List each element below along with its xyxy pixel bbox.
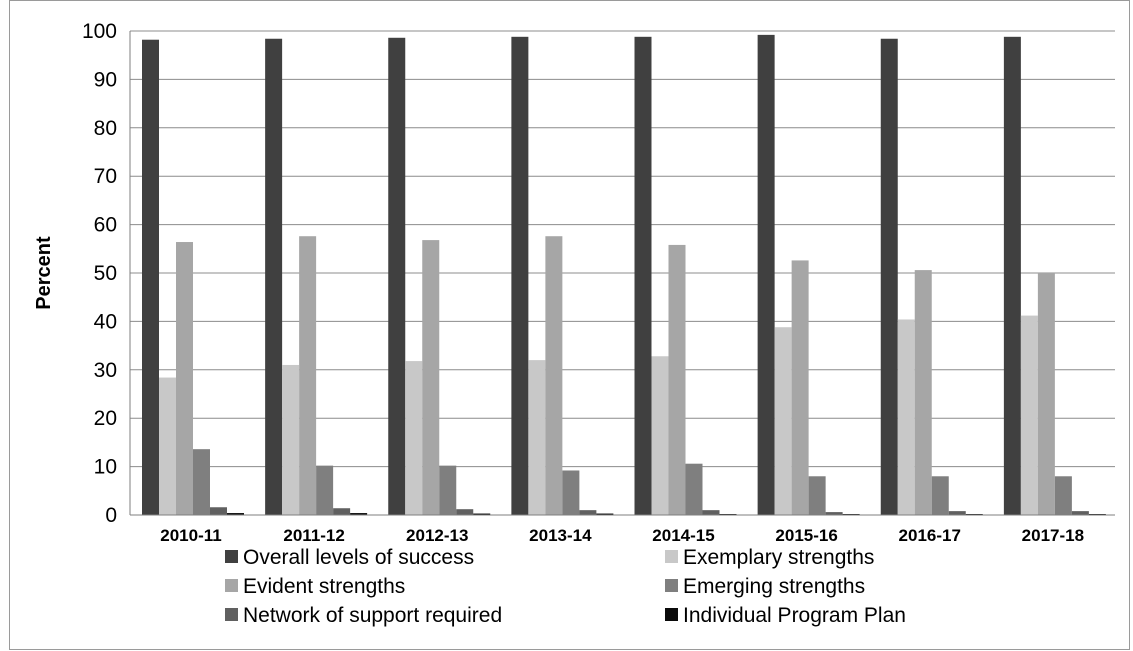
legend: Overall levels of success Exemplary stren…	[225, 546, 906, 627]
bar	[825, 512, 843, 515]
y-tick-label: 100	[82, 20, 117, 43]
bar	[808, 476, 826, 515]
legend-label: Emerging strengths	[683, 575, 865, 598]
legend-swatch	[665, 608, 678, 621]
bar	[579, 510, 597, 515]
bar	[914, 270, 932, 515]
bar	[265, 38, 283, 516]
bar	[439, 465, 457, 515]
axes	[129, 31, 1115, 516]
x-category-label: 2016-17	[899, 526, 961, 545]
bar	[316, 465, 334, 515]
bar	[880, 38, 898, 516]
bar	[159, 377, 176, 515]
bar	[791, 260, 809, 515]
y-tick-label: 10	[94, 456, 117, 479]
bar	[948, 511, 966, 515]
bar	[350, 513, 368, 515]
y-tick-label: 20	[94, 407, 117, 430]
bar	[897, 319, 915, 515]
legend-label: Individual Program Plan	[683, 604, 906, 627]
legend-swatch	[225, 579, 238, 592]
x-category-label: 2010-11	[160, 526, 221, 545]
y-tick-labels: 0 10 20 30 40 50 60 70 80 90 100	[82, 20, 117, 527]
bar	[1054, 476, 1072, 515]
y-tick-label: 70	[94, 165, 117, 188]
bar	[685, 463, 703, 515]
bar	[545, 236, 563, 515]
y-axis-title: Percent	[33, 236, 55, 310]
x-category-label: 2017-18	[1022, 526, 1084, 545]
bar	[651, 356, 669, 515]
bar	[596, 513, 614, 515]
bar	[757, 34, 775, 515]
bar	[1020, 315, 1038, 515]
chart-frame	[9, 0, 1130, 650]
bar	[634, 36, 652, 516]
bar	[511, 36, 529, 516]
y-tick-label: 60	[94, 214, 117, 237]
bar	[333, 508, 351, 515]
legend-swatch	[225, 608, 238, 621]
bar	[1071, 511, 1089, 515]
y-tick-label: 0	[105, 504, 117, 527]
bar	[931, 476, 949, 515]
legend-swatch	[225, 550, 238, 563]
legend-label: Network of support required	[243, 604, 502, 627]
bar	[176, 242, 193, 516]
bar	[210, 507, 227, 515]
bar	[456, 509, 474, 515]
x-category-label: 2015-16	[775, 526, 837, 545]
bar	[774, 327, 792, 515]
bar	[528, 360, 546, 515]
bar	[405, 361, 423, 515]
legend-label: Exemplary strengths	[683, 546, 874, 569]
y-tick-label: 30	[94, 359, 117, 382]
bar	[1037, 273, 1055, 515]
y-tick-label: 80	[94, 117, 117, 140]
legend-swatch	[665, 579, 678, 592]
x-category-label: 2011-12	[283, 526, 344, 545]
bar	[1003, 36, 1021, 516]
x-category-label: 2014-15	[652, 526, 714, 545]
x-category-label: 2013-14	[529, 526, 592, 545]
bar	[299, 236, 317, 515]
y-tick-label: 90	[94, 68, 117, 91]
bar	[702, 510, 720, 515]
y-tick-label: 40	[94, 310, 117, 333]
bar	[282, 364, 300, 515]
bar	[193, 449, 210, 515]
legend-label: Overall levels of success	[243, 546, 474, 569]
x-category-labels: 2010-11 2011-12 2012-13 2013-14 2014-15 2015-…	[160, 526, 1084, 545]
bar	[422, 240, 440, 515]
bar	[473, 513, 491, 515]
legend-swatch	[665, 550, 678, 563]
bars	[142, 34, 1106, 516]
bar	[227, 513, 244, 515]
y-tick-label: 50	[94, 262, 117, 285]
bar	[668, 244, 686, 516]
bar	[388, 37, 406, 515]
x-category-label: 2012-13	[406, 526, 468, 545]
bar	[562, 470, 580, 515]
bar	[142, 39, 159, 515]
legend-label: Evident strengths	[243, 575, 405, 598]
